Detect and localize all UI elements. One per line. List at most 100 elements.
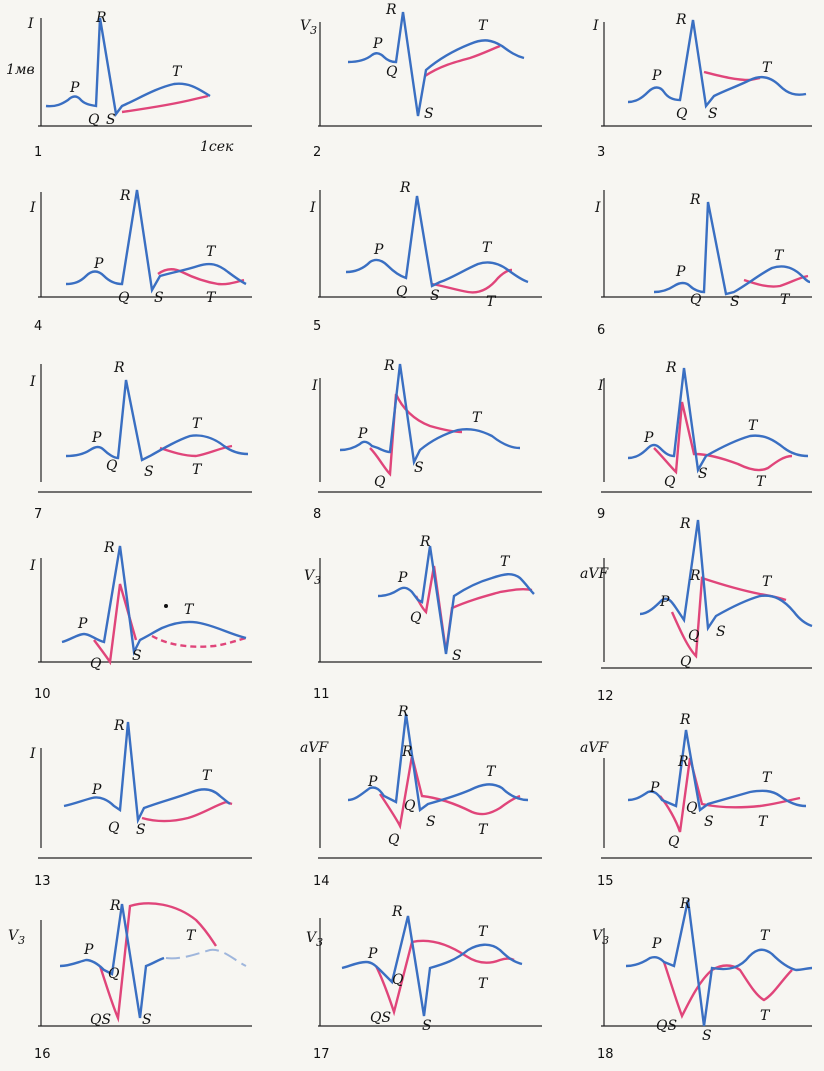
wave-label-t: T	[774, 248, 785, 264]
ecg-trace-altered	[414, 565, 533, 653]
wave-label-r: R	[95, 10, 107, 26]
wave-label-q: Q	[106, 458, 118, 474]
panel-number: 7	[34, 507, 42, 522]
wave-label-q: Q	[686, 800, 698, 816]
wave-label-t: T	[760, 928, 771, 944]
wave-label-t: T	[184, 602, 195, 618]
ecg-trace-normal	[65, 379, 249, 462]
panel-number: 11	[313, 687, 330, 702]
wave-label-s: S	[106, 112, 116, 128]
ecg-trace-altered-dashed	[151, 634, 247, 648]
wave-label-r: R	[119, 188, 131, 204]
ecg-panel-7: I 7 R P Q S T T	[29, 360, 252, 522]
wave-label-t: T	[748, 418, 759, 434]
ecg-panel-17: V3 17 R P Q QS S T T	[306, 904, 542, 1062]
wave-label-r: R	[679, 516, 691, 532]
wave-label-qs: QS	[656, 1018, 677, 1034]
ecg-trace-altered	[424, 44, 501, 77]
ecg-trace-altered	[379, 755, 521, 830]
wave-label-r: R	[385, 2, 397, 18]
wave-label-q: Q	[90, 656, 102, 672]
panel-number: 9	[597, 507, 605, 522]
ecg-panel-4: I 4 R P Q S T T	[29, 188, 252, 334]
ecg-trace-altered	[662, 961, 793, 1019]
wave-label-qs: QS	[90, 1012, 111, 1028]
wave-label-t: T	[472, 410, 483, 426]
wave-label-p: P	[659, 594, 670, 610]
wave-label-t-altered: T	[760, 1008, 771, 1024]
wave-label-t-altered: T	[486, 294, 497, 310]
wave-label-q: Q	[664, 474, 676, 490]
ecg-trace-normal-faded	[165, 948, 247, 967]
wave-label-p: P	[77, 616, 88, 632]
ecg-trace-altered	[121, 94, 209, 114]
wave-label-p: P	[367, 774, 378, 790]
lead-label: I	[29, 558, 36, 574]
ecg-trace-altered	[374, 939, 515, 1017]
ecg-trace-altered	[431, 268, 513, 294]
wave-label-s: S	[704, 814, 714, 830]
wave-label-q-altered: Q	[680, 654, 692, 670]
wave-label-s: S	[708, 106, 718, 122]
lead-label: aVF	[300, 740, 329, 756]
wave-label-r: R	[679, 896, 691, 912]
ecg-trace-altered	[93, 583, 138, 666]
ecg-panel-12: aVF 12 R R P Q S T Q	[580, 516, 813, 704]
wave-label-q: Q	[410, 610, 422, 626]
wave-label-t-altered: T	[756, 474, 767, 490]
ecg-trace-altered	[157, 268, 245, 286]
panel-number: 1	[34, 145, 42, 160]
wave-label-r: R	[113, 718, 125, 734]
wave-label-q: Q	[688, 628, 700, 644]
ecg-trace-altered	[98, 902, 217, 1023]
wave-label-t-altered: T	[758, 814, 769, 830]
ecg-trace-altered	[159, 444, 233, 458]
wave-label-t: T	[478, 924, 489, 940]
wave-label-s: S	[414, 460, 424, 476]
lead-label: I	[592, 18, 599, 34]
wave-label-p: P	[91, 430, 102, 446]
wave-label-q: Q	[108, 966, 120, 982]
wave-label-p: P	[372, 36, 383, 52]
ecg-trace-normal	[341, 915, 523, 1017]
ecg-trace-normal	[639, 519, 813, 632]
wave-label-p: P	[675, 264, 686, 280]
wave-label-t-altered: T	[780, 292, 791, 308]
wave-label-t-altered: T	[206, 290, 217, 306]
wave-label-s: S	[132, 648, 142, 664]
wave-label-p: P	[651, 936, 662, 952]
lead-label: I	[29, 746, 36, 762]
wave-label-p: P	[397, 570, 408, 586]
panel-number: 15	[597, 874, 614, 889]
panel-number: 2	[313, 145, 321, 160]
lead-label: I	[311, 378, 318, 394]
panel-number: 14	[313, 874, 330, 889]
ecg-trace-altered	[743, 274, 809, 288]
panel-number: 4	[34, 319, 42, 334]
ecg-panel-9: I 9 R P Q S T T	[597, 360, 812, 522]
wave-label-q-altered: Q	[668, 834, 680, 850]
panel-number: 12	[597, 689, 614, 704]
wave-label-r: R	[419, 534, 431, 550]
ecg-panel-6: I 6 R P Q S T T	[594, 190, 812, 338]
ecg-panel-11: V3 11 R P Q S T	[304, 534, 542, 702]
wave-label-r: R	[113, 360, 125, 376]
wave-label-r: R	[675, 12, 687, 28]
lead-label: V3	[8, 928, 25, 947]
wave-label-s: S	[422, 1018, 432, 1034]
ecg-panel-1: I 1мв 1сек 1 R P Q S T	[6, 10, 252, 160]
wave-label-t: T	[762, 770, 773, 786]
lead-label: I	[594, 200, 601, 216]
wave-label-r-altered: R	[677, 754, 689, 770]
panel-number: 18	[597, 1047, 614, 1062]
wave-label-q: Q	[676, 106, 688, 122]
ecg-trace-normal	[347, 11, 525, 117]
wave-label-p: P	[373, 242, 384, 258]
wave-label-t: T	[186, 928, 197, 944]
ecg-panel-15: aVF 15 R R P Q Q S T T	[580, 712, 812, 889]
wave-label-t: T	[478, 18, 489, 34]
wave-label-q: Q	[108, 820, 120, 836]
wave-label-t: T	[486, 764, 497, 780]
wave-label-s: S	[702, 1028, 712, 1044]
ecg-trace-normal	[59, 903, 165, 1019]
